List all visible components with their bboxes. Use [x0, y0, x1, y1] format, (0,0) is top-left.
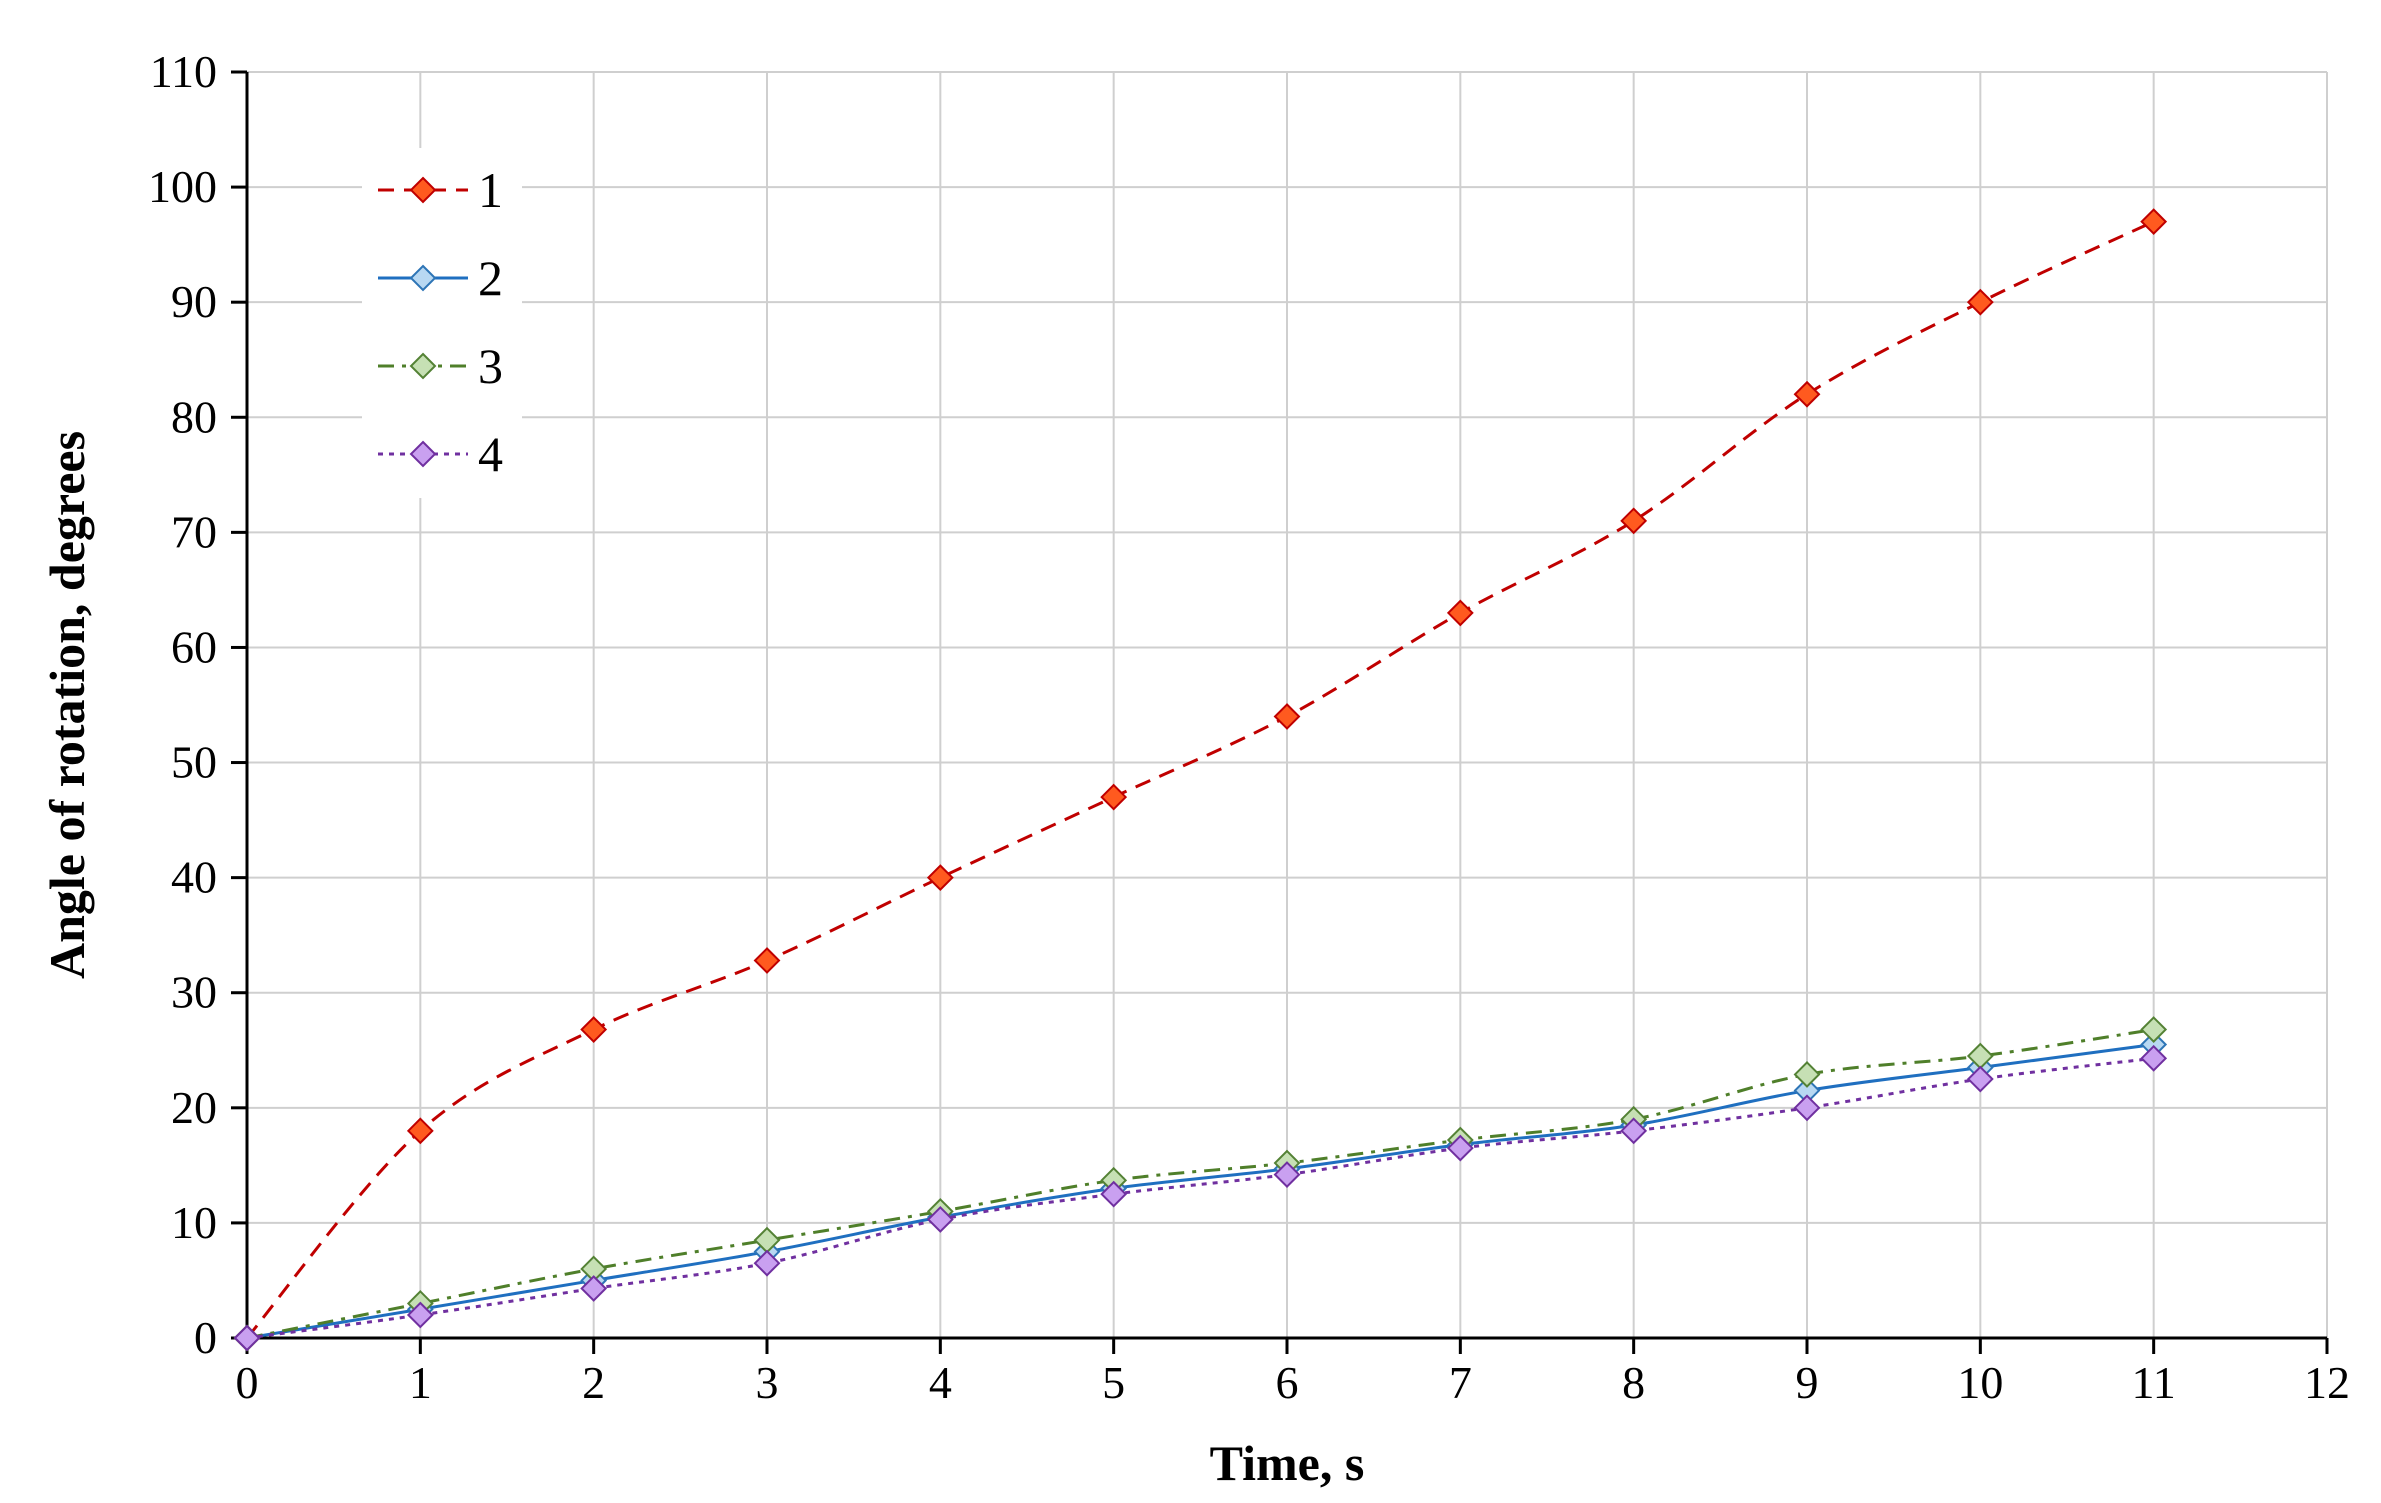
series-line-3	[246, 1028, 2154, 1340]
legend-label: 2	[478, 250, 503, 306]
y-tick-label: 70	[171, 506, 217, 557]
data-point	[1620, 507, 1648, 535]
y-tick-label: 80	[171, 391, 217, 442]
x-tick-label: 4	[929, 1357, 952, 1408]
legend-item-2: 2	[378, 250, 503, 306]
data-point	[926, 864, 954, 892]
x-tick-label: 5	[1102, 1357, 1125, 1408]
x-tick-label: 7	[1449, 1357, 1472, 1408]
data-point	[406, 1301, 434, 1329]
legend-marker	[409, 352, 437, 380]
legend-label: 3	[478, 338, 503, 394]
y-tick-label: 60	[171, 621, 217, 672]
legend-marker	[409, 440, 437, 468]
x-tick-label: 1	[409, 1357, 432, 1408]
x-tick-label: 6	[1276, 1357, 1299, 1408]
data-point	[926, 1206, 954, 1233]
y-tick-label: 10	[171, 1197, 217, 1248]
y-axis-title: Angle of rotation, degrees	[39, 431, 95, 979]
legend-item-3: 3	[378, 338, 503, 394]
legend: 1 2 3 4	[362, 148, 522, 498]
grid	[247, 71, 2328, 1338]
legend-label: 1	[478, 162, 503, 218]
x-tick-label: 0	[236, 1357, 259, 1408]
data-point	[580, 1275, 608, 1302]
x-tick-label: 8	[1622, 1357, 1645, 1408]
data-point	[1100, 1180, 1128, 1208]
legend-marker	[409, 264, 437, 292]
data-point	[2140, 1016, 2168, 1043]
data-point	[580, 1016, 608, 1043]
x-tick-label: 12	[2304, 1357, 2350, 1408]
data-point	[1966, 1065, 1994, 1093]
y-tick-label: 20	[171, 1082, 217, 1133]
data-point	[2140, 1044, 2168, 1072]
data-point	[753, 947, 781, 974]
series-3	[233, 1016, 2168, 1352]
data-point	[1793, 1061, 1821, 1088]
data-point	[1273, 1161, 1301, 1188]
data-point	[1793, 380, 1821, 408]
data-point	[1793, 1094, 1821, 1122]
y-tick-label: 110	[150, 46, 217, 97]
y-tick-label: 90	[171, 276, 217, 327]
data-point	[1966, 288, 1994, 316]
data-point	[1446, 1134, 1474, 1162]
y-tick-label: 0	[194, 1312, 217, 1363]
x-tick-label: 10	[1957, 1357, 2003, 1408]
y-tick-label: 40	[171, 852, 217, 903]
x-tick-label: 2	[582, 1357, 605, 1408]
data-point	[1446, 599, 1474, 627]
series-4	[233, 1044, 2168, 1352]
series-line-1	[245, 220, 2155, 1339]
series-2	[233, 1031, 2168, 1352]
data-point	[1100, 783, 1128, 811]
series-line-2	[246, 1043, 2154, 1340]
data-point	[753, 1249, 781, 1277]
x-tick-label: 3	[756, 1357, 779, 1408]
data-point	[233, 1324, 261, 1352]
x-tick-label: 11	[2132, 1357, 2176, 1408]
legend-item-4: 4	[378, 426, 503, 482]
x-tick-label: 9	[1796, 1357, 1819, 1408]
data-point	[1273, 703, 1301, 730]
y-axis-ticks: 0 10 20 30 40 50 60 70 80 90 100 110	[148, 46, 247, 1363]
series-line-4	[246, 1056, 2154, 1340]
series-layer	[233, 208, 2168, 1352]
data-point	[2140, 208, 2168, 236]
legend-item-1: 1	[378, 162, 503, 218]
data-point	[406, 1117, 434, 1145]
x-axis-ticks: 0 1 2 3 4 5 6 7 8 9 10 11 12	[236, 1338, 2350, 1408]
legend-label: 4	[478, 426, 503, 482]
y-tick-label: 30	[171, 967, 217, 1018]
y-tick-label: 100	[148, 161, 217, 212]
y-tick-label: 50	[171, 737, 217, 788]
data-point	[1620, 1117, 1648, 1145]
legend-marker	[409, 176, 437, 204]
legend-background	[362, 148, 522, 498]
x-axis-title: Time, s	[1210, 1435, 1365, 1491]
